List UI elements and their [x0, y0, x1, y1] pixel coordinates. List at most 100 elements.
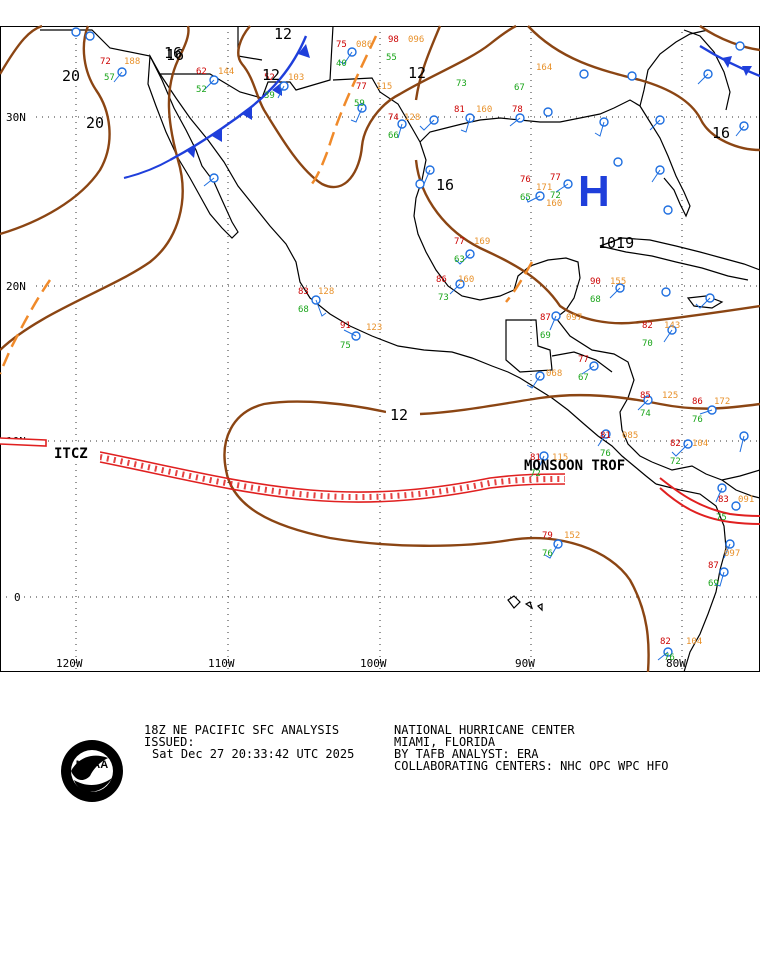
collaborating-centers: COLLABORATING CENTERS: NHC OPC WPC HFO: [394, 759, 669, 773]
svg-text:69: 69: [708, 579, 719, 589]
svg-text:81: 81: [454, 105, 465, 115]
svg-text:NOAA: NOAA: [76, 759, 108, 771]
svg-text:83: 83: [298, 287, 309, 297]
isobar-labels: 12 16 16 20 20 12 12 16 16 12: [62, 25, 730, 424]
svg-text:40: 40: [336, 59, 347, 69]
center-location: MIAMI, FLORIDA: [394, 735, 496, 749]
svg-text:65: 65: [520, 193, 531, 203]
svg-text:63: 63: [454, 255, 465, 265]
svg-text:82: 82: [642, 321, 653, 331]
svg-text:78: 78: [512, 105, 523, 115]
wind-barbs: [113, 51, 745, 661]
svg-text:16: 16: [166, 46, 184, 64]
svg-text:152: 152: [564, 531, 580, 541]
svg-text:75: 75: [716, 513, 727, 523]
lon-label-90w: 90W: [515, 657, 535, 670]
svg-text:096: 096: [408, 35, 424, 45]
surface-analysis-map: 30N 20N 10N 0 120W 110W 100W 90W 80W: [0, 24, 760, 672]
svg-text:091: 091: [738, 495, 754, 505]
lon-label-80w: 80W: [666, 657, 686, 670]
svg-text:73: 73: [438, 293, 449, 303]
svg-text:72: 72: [550, 191, 561, 201]
itcz-band: [0, 437, 760, 525]
svg-text:81: 81: [530, 453, 541, 463]
svg-text:67: 67: [514, 83, 525, 93]
svg-text:085: 085: [622, 431, 638, 441]
itcz-label: ITCZ: [54, 446, 88, 462]
high-pressure-center: H 1019: [578, 167, 634, 252]
svg-text:16: 16: [712, 124, 730, 142]
svg-text:74: 74: [640, 409, 651, 419]
high-center-symbol: H: [578, 167, 610, 216]
svg-text:68: 68: [298, 305, 309, 315]
svg-text:55: 55: [386, 53, 397, 63]
longitude-labels: 120W 110W 100W 90W 80W: [56, 657, 686, 670]
feature-labels: ITCZ MONSOON TROF: [50, 445, 625, 474]
svg-text:98: 98: [388, 35, 399, 45]
noaa-logo-icon: NOAA: [61, 740, 123, 802]
svg-text:82: 82: [660, 637, 671, 647]
lat-label-0: 0: [14, 591, 21, 604]
svg-text:144: 144: [218, 67, 234, 77]
svg-text:104: 104: [686, 637, 702, 647]
svg-text:097: 097: [724, 549, 740, 559]
svg-text:16: 16: [436, 176, 454, 194]
svg-text:66: 66: [388, 131, 399, 141]
svg-text:72: 72: [100, 57, 111, 67]
svg-text:123: 123: [366, 323, 382, 333]
coastlines: [40, 25, 760, 672]
troughs: [0, 35, 534, 375]
svg-text:77: 77: [550, 173, 561, 183]
svg-text:77: 77: [454, 237, 465, 247]
svg-text:67: 67: [578, 373, 589, 383]
lon-label-100w: 100W: [360, 657, 387, 670]
svg-text:115: 115: [552, 453, 568, 463]
svg-text:87: 87: [708, 561, 719, 571]
svg-text:76: 76: [600, 449, 611, 459]
svg-text:59: 59: [354, 99, 365, 109]
lon-label-110w: 110W: [208, 657, 235, 670]
svg-text:68: 68: [590, 295, 601, 305]
issued-label: ISSUED:: [144, 735, 195, 749]
svg-text:16: 16: [164, 44, 182, 62]
noaa-logo: NOAA: [58, 738, 126, 804]
svg-text:164: 164: [536, 63, 552, 73]
issued-timestamp: Sat Dec 27 20:33:42 UTC 2025: [152, 747, 355, 761]
svg-text:155: 155: [610, 277, 626, 287]
svg-text:74: 74: [388, 113, 399, 123]
svg-text:104: 104: [692, 439, 708, 449]
svg-text:128: 128: [404, 113, 420, 123]
cold-front: [123, 35, 760, 179]
svg-text:143: 143: [664, 321, 680, 331]
svg-text:73: 73: [456, 79, 467, 89]
svg-text:86: 86: [692, 397, 703, 407]
svg-text:83: 83: [718, 495, 729, 505]
svg-text:068: 068: [546, 369, 562, 379]
lat-lon-grid: [0, 26, 760, 672]
lon-label-120w: 120W: [56, 657, 83, 670]
svg-text:12: 12: [390, 406, 408, 424]
svg-text:12: 12: [274, 25, 292, 43]
svg-text:39: 39: [264, 91, 275, 101]
svg-text:160: 160: [546, 199, 562, 209]
svg-text:90: 90: [590, 277, 601, 287]
svg-text:76: 76: [542, 549, 553, 559]
svg-text:172: 172: [714, 397, 730, 407]
svg-text:85: 85: [640, 391, 651, 401]
svg-text:12: 12: [262, 66, 280, 84]
svg-text:77: 77: [356, 82, 367, 92]
svg-text:57: 57: [104, 73, 115, 83]
svg-text:72: 72: [530, 469, 541, 479]
product-title: 18Z NE PACIFIC SFC ANALYSIS: [144, 723, 340, 737]
svg-text:69: 69: [540, 331, 551, 341]
svg-text:91: 91: [340, 321, 351, 331]
analyst: BY TAFB ANALYST: ERA: [394, 747, 539, 761]
svg-text:169: 169: [474, 237, 490, 247]
map-frame: [0, 26, 760, 672]
svg-text:86: 86: [436, 275, 447, 285]
svg-text:82: 82: [670, 439, 681, 449]
svg-text:87: 87: [540, 313, 551, 323]
svg-text:81: 81: [600, 431, 611, 441]
svg-text:70: 70: [642, 339, 653, 349]
svg-text:128: 128: [318, 287, 334, 297]
